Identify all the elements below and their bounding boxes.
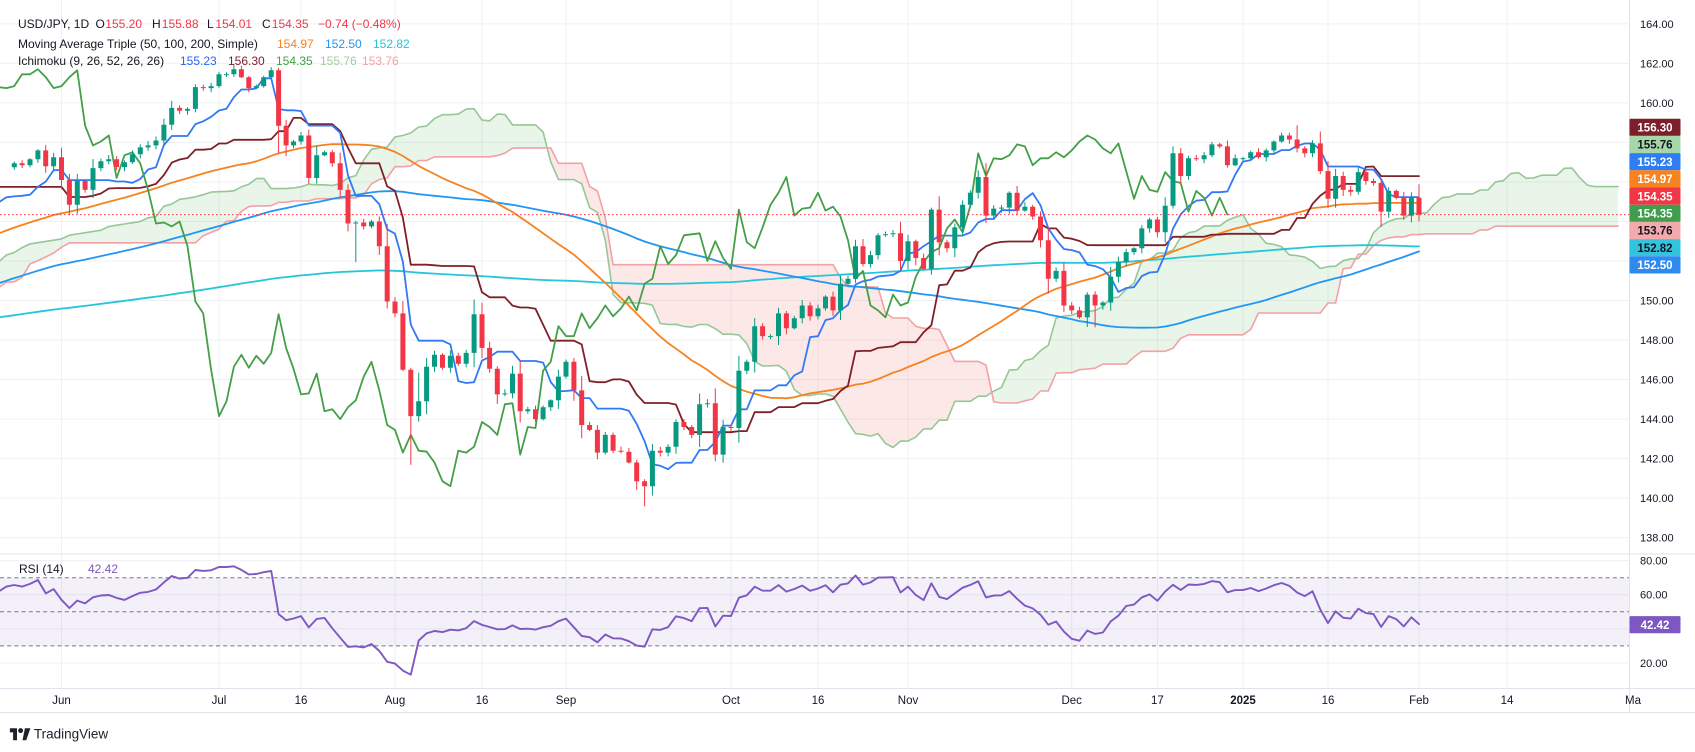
svg-text:153.76: 153.76 [1637, 226, 1672, 238]
svg-text:155.76: 155.76 [1637, 140, 1672, 152]
svg-text:142.00: 142.00 [1640, 454, 1674, 466]
svg-text:20.00: 20.00 [1640, 658, 1668, 670]
svg-text:154.35: 154.35 [1637, 191, 1673, 203]
svg-text:Sep: Sep [556, 695, 576, 707]
svg-text:2025: 2025 [1230, 695, 1256, 707]
svg-text:TradingView: TradingView [34, 727, 109, 742]
svg-text:Nov: Nov [898, 695, 919, 707]
svg-text:Ma: Ma [1625, 695, 1642, 707]
svg-text:152.50: 152.50 [1637, 260, 1672, 272]
svg-text:Aug: Aug [385, 695, 405, 707]
svg-text:16: 16 [812, 695, 825, 707]
svg-text:155.23: 155.23 [1637, 157, 1672, 169]
svg-text:164.00: 164.00 [1640, 19, 1674, 31]
svg-text:60.00: 60.00 [1640, 590, 1668, 602]
svg-text:138.00: 138.00 [1640, 533, 1674, 545]
svg-text:16: 16 [1322, 695, 1335, 707]
svg-text:140.00: 140.00 [1640, 493, 1674, 505]
svg-text:152.82: 152.82 [1637, 243, 1672, 255]
svg-text:Jun: Jun [52, 695, 71, 707]
svg-text:162.00: 162.00 [1640, 58, 1674, 70]
svg-text:42.42: 42.42 [1641, 620, 1670, 632]
svg-text:Ichimoku (9, 26, 52, 26, 26)15: Ichimoku (9, 26, 52, 26, 26) 155.23 156.30… [18, 54, 399, 68]
svg-text:Oct: Oct [722, 695, 741, 707]
svg-text:17: 17 [1151, 695, 1164, 707]
svg-text:148.00: 148.00 [1640, 335, 1674, 347]
svg-text:160.00: 160.00 [1640, 98, 1674, 110]
svg-text:Jul: Jul [212, 695, 227, 707]
svg-text:Moving Average Triple (50, 100: Moving Average Triple (50, 100, 200, Sim… [18, 37, 410, 51]
svg-text:146.00: 146.00 [1640, 375, 1674, 387]
svg-text:Feb: Feb [1409, 695, 1429, 707]
svg-text:80.00: 80.00 [1640, 556, 1668, 568]
svg-text:RSI (14)42.42: RSI (14) 42.42 [19, 562, 118, 576]
svg-text:Dec: Dec [1061, 695, 1082, 707]
svg-text:154.97: 154.97 [1637, 174, 1672, 186]
svg-text:154.35: 154.35 [1637, 209, 1673, 221]
svg-text:150.00: 150.00 [1640, 296, 1674, 308]
svg-text:144.00: 144.00 [1640, 414, 1674, 426]
svg-text:14: 14 [1501, 695, 1514, 707]
svg-text:16: 16 [295, 695, 308, 707]
svg-text:156.30: 156.30 [1637, 123, 1672, 135]
svg-text:16: 16 [476, 695, 489, 707]
